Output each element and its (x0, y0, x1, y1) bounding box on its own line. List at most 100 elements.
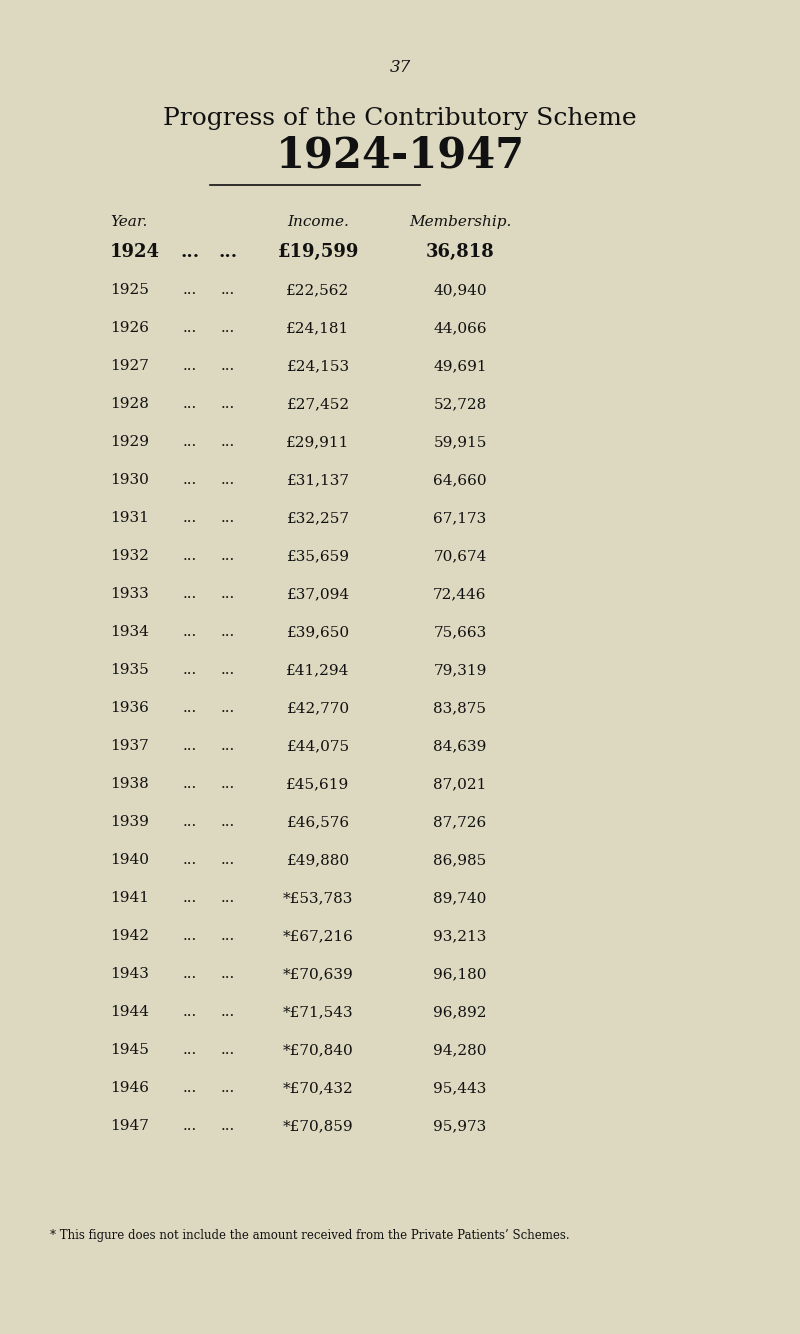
Text: ...: ... (221, 1043, 235, 1057)
Text: 1936: 1936 (110, 700, 149, 715)
Text: 1940: 1940 (110, 852, 149, 867)
Text: £19,599: £19,599 (278, 243, 358, 261)
Text: *£70,432: *£70,432 (282, 1081, 354, 1095)
Text: 1943: 1943 (110, 967, 149, 980)
Text: ...: ... (183, 967, 197, 980)
Text: 1924-1947: 1924-1947 (275, 133, 525, 176)
Text: 95,443: 95,443 (434, 1081, 486, 1095)
Text: £46,576: £46,576 (286, 815, 350, 828)
Text: £24,181: £24,181 (286, 321, 350, 335)
Text: ...: ... (221, 815, 235, 828)
Text: £35,659: £35,659 (286, 550, 350, 563)
Text: ...: ... (221, 967, 235, 980)
Text: 36,818: 36,818 (426, 243, 494, 261)
Text: ...: ... (221, 663, 235, 676)
Text: *£71,543: *£71,543 (282, 1005, 354, 1019)
Text: 1942: 1942 (110, 928, 149, 943)
Text: ...: ... (183, 739, 197, 752)
Text: 44,066: 44,066 (433, 321, 487, 335)
Text: ...: ... (183, 283, 197, 297)
Text: *£70,859: *£70,859 (282, 1119, 354, 1133)
Text: ...: ... (221, 852, 235, 867)
Text: ...: ... (221, 700, 235, 715)
Text: 1924: 1924 (110, 243, 160, 261)
Text: £27,452: £27,452 (286, 398, 350, 411)
Text: 1930: 1930 (110, 474, 149, 487)
Text: £22,562: £22,562 (286, 283, 350, 297)
Text: ...: ... (221, 359, 235, 374)
Text: Income.: Income. (287, 215, 349, 229)
Text: *£70,639: *£70,639 (282, 967, 354, 980)
Text: ...: ... (183, 1081, 197, 1095)
Text: £37,094: £37,094 (286, 587, 350, 602)
Text: 1938: 1938 (110, 776, 149, 791)
Text: ...: ... (183, 815, 197, 828)
Text: ...: ... (221, 321, 235, 335)
Text: Year.: Year. (110, 215, 147, 229)
Text: 86,985: 86,985 (434, 852, 486, 867)
Text: 70,674: 70,674 (434, 550, 486, 563)
Text: ...: ... (221, 511, 235, 526)
Text: 96,180: 96,180 (434, 967, 486, 980)
Text: ...: ... (183, 511, 197, 526)
Text: ...: ... (221, 739, 235, 752)
Text: * This figure does not include the amount received from the Private Patients’ Sc: * This figure does not include the amoun… (50, 1229, 570, 1242)
Text: 1941: 1941 (110, 891, 149, 904)
Text: 1937: 1937 (110, 739, 149, 752)
Text: *£70,840: *£70,840 (282, 1043, 354, 1057)
Text: ...: ... (183, 1043, 197, 1057)
Text: £32,257: £32,257 (286, 511, 350, 526)
Text: £39,650: £39,650 (286, 626, 350, 639)
Text: ...: ... (183, 852, 197, 867)
Text: *£67,216: *£67,216 (282, 928, 354, 943)
Text: 89,740: 89,740 (434, 891, 486, 904)
Text: £42,770: £42,770 (286, 700, 350, 715)
Text: ...: ... (221, 398, 235, 411)
Text: 1939: 1939 (110, 815, 149, 828)
Text: ...: ... (221, 550, 235, 563)
Text: ...: ... (221, 928, 235, 943)
Text: 1929: 1929 (110, 435, 149, 450)
Text: ...: ... (183, 776, 197, 791)
Text: 93,213: 93,213 (434, 928, 486, 943)
Text: ...: ... (183, 1005, 197, 1019)
Text: 1945: 1945 (110, 1043, 149, 1057)
Text: ...: ... (183, 359, 197, 374)
Text: 72,446: 72,446 (434, 587, 486, 602)
Text: 94,280: 94,280 (434, 1043, 486, 1057)
Text: 96,892: 96,892 (434, 1005, 486, 1019)
Text: Membership.: Membership. (409, 215, 511, 229)
Text: ...: ... (183, 663, 197, 676)
Text: 1934: 1934 (110, 626, 149, 639)
Text: ...: ... (221, 1081, 235, 1095)
Text: 1925: 1925 (110, 283, 149, 297)
Text: 75,663: 75,663 (434, 626, 486, 639)
Text: 52,728: 52,728 (434, 398, 486, 411)
Text: ...: ... (183, 550, 197, 563)
Text: 1935: 1935 (110, 663, 149, 676)
Text: £24,153: £24,153 (286, 359, 350, 374)
Text: 95,973: 95,973 (434, 1119, 486, 1133)
Text: Progress of the Contributory Scheme: Progress of the Contributory Scheme (163, 107, 637, 129)
Text: ...: ... (218, 243, 238, 261)
Text: ...: ... (221, 626, 235, 639)
Text: ...: ... (221, 474, 235, 487)
Text: 59,915: 59,915 (434, 435, 486, 450)
Text: 67,173: 67,173 (434, 511, 486, 526)
Text: ...: ... (183, 1119, 197, 1133)
Text: ...: ... (183, 891, 197, 904)
Text: ...: ... (221, 776, 235, 791)
Text: ...: ... (221, 891, 235, 904)
Text: ...: ... (221, 1005, 235, 1019)
Text: ...: ... (221, 283, 235, 297)
Text: 87,021: 87,021 (434, 776, 486, 791)
Text: ...: ... (183, 587, 197, 602)
Text: ...: ... (183, 474, 197, 487)
Text: ...: ... (183, 321, 197, 335)
Text: 37: 37 (390, 60, 410, 76)
Text: 1946: 1946 (110, 1081, 149, 1095)
Text: 1928: 1928 (110, 398, 149, 411)
Text: 84,639: 84,639 (434, 739, 486, 752)
Text: 49,691: 49,691 (433, 359, 487, 374)
Text: ...: ... (183, 398, 197, 411)
